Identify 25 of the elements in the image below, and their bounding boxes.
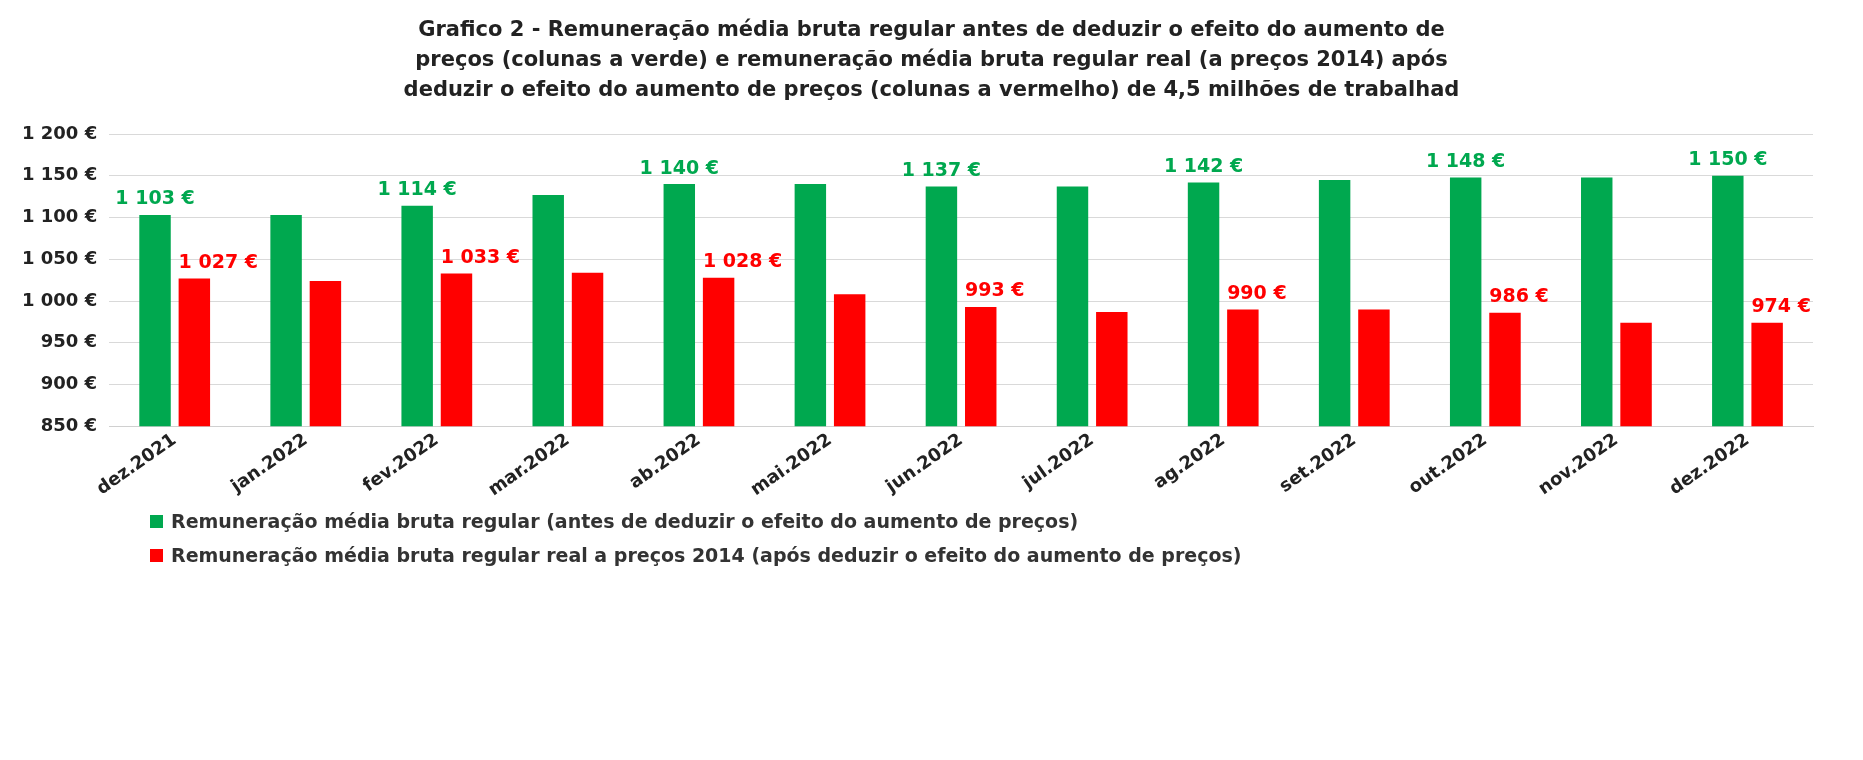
y-tick-label: 1 200 € <box>22 121 98 143</box>
data-label: 974 € <box>1751 294 1811 317</box>
data-label: 1 027 € <box>178 249 258 272</box>
data-label: 1 137 € <box>901 158 982 181</box>
y-tick-label: 900 € <box>40 372 98 394</box>
legend-label: Remuneração média bruta regular (antes de deduzir o efeito do aumento de preços) <box>171 510 1079 532</box>
legend-label: Remuneração média bruta regular real a preços 2014 (após deduzir o efeito do aumento de preços) <box>171 544 1242 566</box>
data-label: 1 142 € <box>1163 153 1244 176</box>
y-tick-label: 1 050 € <box>22 246 98 268</box>
data-label: 1 028 € <box>702 249 783 272</box>
data-label: 993 € <box>965 278 1025 301</box>
data-label: 986 € <box>1489 284 1549 307</box>
y-tick-label: 950 € <box>40 330 98 352</box>
y-tick-label: 850 € <box>40 413 98 435</box>
chart-title: Grafico 2 - Remuneração média bruta regular antes de deduzir o efeito do aumento de preços (colunas a verde) e remuneração média bruta regular real (a preços 2014) após deduzir o efeito do aumento de preços (colunas a vermelho) de 4,5 milhões de trabalhad <box>402 16 1461 103</box>
data-label: 1 103 € <box>115 186 195 209</box>
y-tick-label: 1 150 € <box>22 163 98 185</box>
data-label: 990 € <box>1227 280 1287 303</box>
data-label: 1 033 € <box>440 244 521 267</box>
data-label: 1 114 € <box>377 177 457 200</box>
data-label: 1 148 € <box>1426 148 1506 171</box>
data-label: 1 140 € <box>639 155 719 178</box>
y-tick-label: 1 000 € <box>22 288 98 310</box>
y-tick-label: 1 100 € <box>22 205 98 227</box>
data-label: 1 150 € <box>1688 147 1768 170</box>
